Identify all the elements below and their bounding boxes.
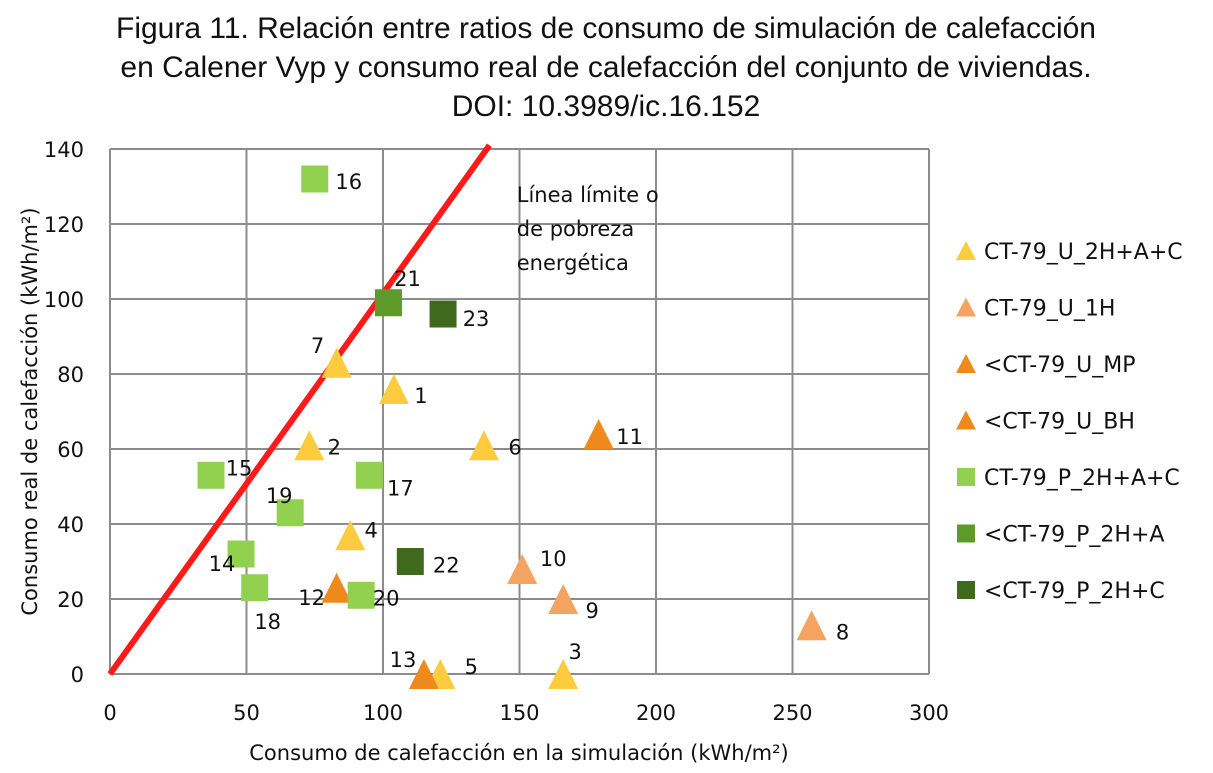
point-label-17: 17 — [387, 476, 414, 500]
point-label-16: 16 — [335, 170, 362, 194]
point-label-12: 12 — [298, 586, 325, 610]
point-marker-13 — [408, 659, 439, 689]
x-tick-label: 150 — [499, 701, 539, 725]
point-label-11: 11 — [616, 425, 643, 449]
point-label-4: 4 — [365, 518, 378, 542]
point-label-7: 7 — [311, 334, 324, 358]
reference-line — [107, 143, 492, 676]
y-tick-label: 140 — [44, 138, 84, 162]
y-tick-label: 0 — [71, 663, 84, 687]
point-marker-17 — [355, 461, 383, 489]
x-tick-label: 0 — [103, 701, 116, 725]
point-marker-12 — [321, 572, 352, 603]
point-label-9: 9 — [585, 599, 598, 623]
x-tick-label: 50 — [233, 701, 260, 725]
y-tick-label: 100 — [44, 288, 84, 312]
point-label-20: 20 — [373, 586, 400, 610]
legend-label: <CT-79_U_MP — [984, 353, 1136, 378]
y-tick-label: 80 — [57, 363, 84, 387]
annotation-line: Línea límite o — [517, 183, 659, 207]
chart-title-line: DOI: 10.3989/ic.16.152 — [452, 90, 761, 123]
legend-marker — [956, 241, 976, 260]
point-label-15: 15 — [226, 456, 253, 480]
point-label-22: 22 — [433, 554, 460, 578]
chart-title-line: Figura 11. Relación entre ratios de cons… — [116, 12, 1096, 45]
annotation: Línea límite o de pobreza energética — [517, 183, 659, 275]
point-marker-10 — [507, 554, 538, 584]
point-marker-9 — [548, 584, 579, 614]
point-label-10: 10 — [540, 547, 567, 571]
point-marker-4 — [335, 520, 366, 551]
grid — [109, 148, 930, 675]
legend-label: <CT-79_P_2H+C — [984, 579, 1165, 604]
legend-marker — [956, 297, 976, 317]
legend-label: CT-79_U_1H — [984, 297, 1115, 322]
point-label-6: 6 — [508, 435, 521, 459]
point-marker-15 — [197, 461, 225, 489]
annotation-line: de pobreza — [517, 217, 634, 241]
point-label-21: 21 — [394, 267, 421, 291]
point-marker-6 — [469, 430, 500, 461]
point-label-18: 18 — [254, 610, 281, 634]
y-axis-label: Consumo real de calefacción (kWh/m²) — [18, 207, 42, 615]
point-label-19: 19 — [266, 484, 293, 508]
point-label-5: 5 — [465, 655, 478, 679]
legend-label: <CT-79_U_BH — [984, 410, 1135, 435]
legend: CT-79_U_2H+A+C CT-79_U_1H <CT-79_U_MP <CT-7… — [956, 240, 1183, 604]
legend-marker — [957, 581, 975, 599]
y-axis: 0 20 40 60 80 100 120 140 — [44, 138, 84, 687]
point-marker-3 — [548, 659, 579, 689]
chart-title-line: en Calener Vyp y consumo real de calefac… — [120, 51, 1091, 84]
point-marker-22 — [396, 548, 424, 575]
point-marker-11 — [583, 419, 614, 449]
legend-marker — [956, 354, 976, 373]
poverty-limit-line — [107, 143, 492, 676]
point-marker-1 — [378, 374, 409, 404]
legend-marker — [957, 524, 975, 543]
x-axis-label: Consumo de calefacción en la simulación … — [249, 741, 788, 765]
legend-label: <CT-79_P_2H+A — [984, 523, 1164, 548]
legend-marker — [956, 410, 976, 430]
y-tick-label: 20 — [57, 588, 84, 612]
x-tick-label: 100 — [363, 701, 403, 725]
legend-label: CT-79_U_2H+A+C — [984, 240, 1183, 265]
point-marker-16 — [301, 165, 329, 193]
point-label-8: 8 — [836, 620, 849, 644]
point-marker-20 — [347, 581, 375, 609]
x-tick-label: 250 — [772, 701, 812, 725]
x-axis: 0 50 100 150 200 250 300 — [103, 701, 949, 725]
legend-label: CT-79_P_2H+A+C — [984, 466, 1180, 491]
point-marker-19 — [276, 499, 304, 527]
point-label-14: 14 — [209, 552, 236, 576]
legend-marker — [957, 468, 975, 486]
y-tick-label: 60 — [57, 438, 84, 462]
point-marker-8 — [796, 610, 827, 641]
point-marker-2 — [294, 430, 325, 461]
chart-title: Figura 11. Relación entre ratios de cons… — [116, 12, 1096, 123]
x-tick-label: 200 — [636, 701, 676, 725]
point-label-2: 2 — [328, 435, 341, 459]
point-marker-7 — [321, 347, 352, 378]
point-marker-14 — [227, 540, 255, 568]
point-label-23: 23 — [463, 307, 490, 331]
point-marker-21 — [374, 289, 402, 317]
point-marker-18 — [241, 574, 269, 602]
annotation-line: energética — [517, 251, 629, 275]
y-tick-label: 40 — [57, 513, 84, 537]
point-marker-23 — [429, 300, 457, 328]
point-label-13: 13 — [390, 648, 417, 672]
y-tick-label: 120 — [44, 213, 84, 237]
point-label-3: 3 — [568, 640, 581, 664]
point-label-1: 1 — [414, 384, 427, 408]
x-tick-label: 300 — [909, 701, 949, 725]
